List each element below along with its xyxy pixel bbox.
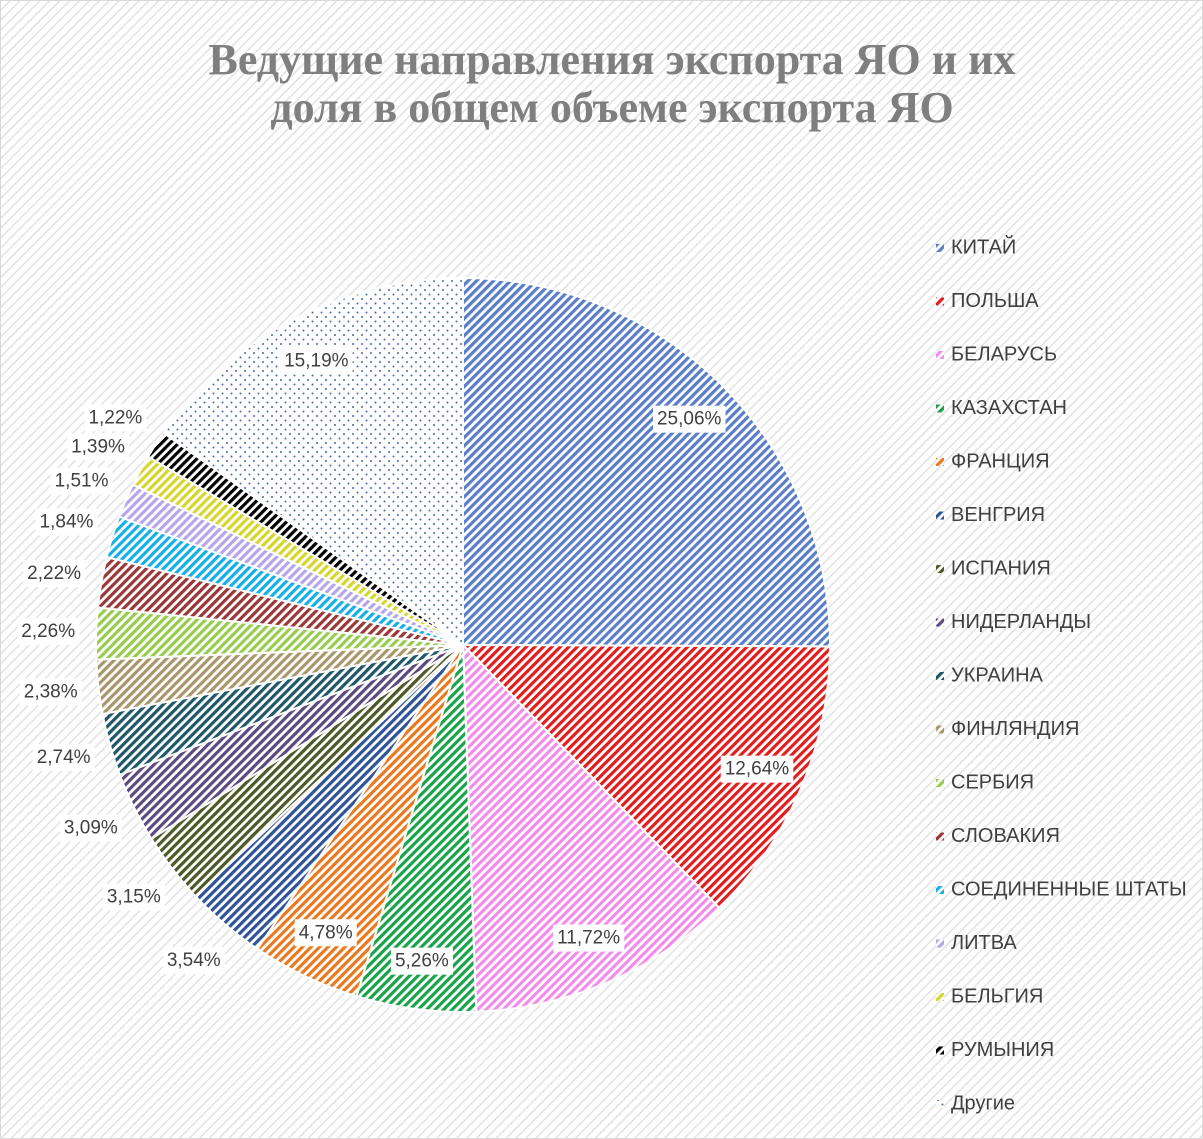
data-label: 1,84% xyxy=(40,512,94,533)
legend-label: КИТАЙ xyxy=(951,234,1016,258)
data-label-group: 1,22% xyxy=(84,404,147,432)
legend-marker xyxy=(936,565,944,573)
legend-marker xyxy=(936,672,944,680)
data-label-bg xyxy=(162,946,225,974)
legend-label: ИСПАНИЯ xyxy=(951,557,1051,579)
legend-marker xyxy=(936,779,944,787)
legend-label: УКРАИНА xyxy=(951,664,1044,686)
legend-label: СОЕДИНЕННЫЕ ШТАТЫ xyxy=(951,878,1187,900)
data-label-bg xyxy=(280,347,353,375)
pie-slice xyxy=(461,642,721,1013)
legend-label: СЕРБИЯ xyxy=(951,771,1034,793)
legend-marker xyxy=(936,993,944,1001)
legend-marker xyxy=(936,832,944,841)
data-label: 12,64% xyxy=(725,759,790,780)
pie-slice xyxy=(460,643,832,910)
data-label-bg xyxy=(50,467,113,495)
legend-label: РУМЫНИЯ xyxy=(951,1039,1054,1061)
legend-label: НИДЕРЛАНДЫ xyxy=(951,611,1091,633)
legend-label: ВЕНГРИЯ xyxy=(951,504,1045,526)
data-label: 1,51% xyxy=(55,471,109,492)
data-label-bg xyxy=(652,405,726,433)
data-label-group: 3,15% xyxy=(102,883,165,911)
data-label-bg xyxy=(720,755,794,783)
data-label: 2,74% xyxy=(37,747,91,768)
legend-marker xyxy=(936,939,944,948)
chart-title-line: доля в общем объеме экспорта ЯО xyxy=(270,83,953,132)
legend-label: БЕЛАРУСЬ xyxy=(951,343,1057,365)
data-label-group: 3,54% xyxy=(162,946,225,974)
data-label: 3,09% xyxy=(64,818,118,839)
data-label-bg xyxy=(390,947,453,975)
chart-title: Ведущие направления экспорта ЯО и их xyxy=(209,35,1016,84)
data-label-bg xyxy=(67,433,130,461)
legend-marker xyxy=(936,404,944,413)
data-label-group: 3,09% xyxy=(59,814,122,842)
data-label-group: 12,64% xyxy=(720,755,794,783)
data-label-group: 2,26% xyxy=(17,618,80,646)
data-label-bg xyxy=(17,618,80,646)
data-label-bg xyxy=(102,883,165,911)
legend-marker xyxy=(936,511,944,520)
legend-label: СЛОВАКИЯ xyxy=(951,825,1060,847)
data-label: 4,78% xyxy=(299,922,353,943)
data-label-group: 25,06% xyxy=(652,405,726,433)
data-label-group: 2,74% xyxy=(32,743,95,771)
legend-label: БЕЛЬГИЯ xyxy=(951,985,1043,1007)
data-label: 2,26% xyxy=(21,621,75,642)
data-label-bg xyxy=(35,508,98,536)
legend-label: КАЗАХСТАН xyxy=(951,397,1067,419)
data-label-bg xyxy=(32,743,95,771)
legend-marker xyxy=(936,351,944,359)
legend-marker xyxy=(936,244,944,252)
data-label: 3,15% xyxy=(107,887,161,908)
data-label-bg xyxy=(59,814,122,842)
data-label-group: 2,22% xyxy=(23,559,86,587)
legend-label: ПОЛЬША xyxy=(951,290,1039,312)
pie-slice xyxy=(162,276,464,647)
data-label-bg xyxy=(23,559,86,587)
data-label: 2,22% xyxy=(27,563,81,584)
legend-marker xyxy=(936,725,944,734)
data-label: 1,39% xyxy=(71,437,125,458)
data-label: 5,26% xyxy=(395,951,449,972)
legend-marker xyxy=(936,618,944,627)
data-label: 15,19% xyxy=(284,350,349,371)
data-label: 25,06% xyxy=(657,409,722,430)
data-label-group: 2,38% xyxy=(19,678,82,706)
data-label-group: 5,26% xyxy=(390,947,453,975)
data-label-group: 11,72% xyxy=(553,924,625,952)
legend-marker xyxy=(936,1046,944,1055)
data-label-group: 4,78% xyxy=(294,919,357,947)
legend-label: ФРАНЦИЯ xyxy=(951,450,1050,472)
legend-marker xyxy=(936,886,944,894)
legend-marker xyxy=(936,297,944,306)
pie-slice xyxy=(462,276,831,648)
data-label-group: 15,19% xyxy=(280,347,353,375)
data-label-group: 1,84% xyxy=(35,508,98,536)
legend-marker xyxy=(936,458,944,466)
data-label: 3,54% xyxy=(167,950,221,971)
legend-label: Другие xyxy=(951,1092,1015,1114)
data-label: 11,72% xyxy=(557,928,620,949)
data-label-bg xyxy=(553,924,625,952)
legend-label: ФИНЛЯНДИЯ xyxy=(951,718,1079,740)
data-label-bg xyxy=(294,919,357,947)
legend-label: ЛИТВА xyxy=(951,932,1017,954)
legend-marker xyxy=(936,1100,944,1108)
data-label-group: 1,39% xyxy=(67,433,130,461)
data-label: 1,22% xyxy=(88,407,142,428)
data-label-bg xyxy=(84,404,147,432)
data-label-group: 1,51% xyxy=(50,467,113,495)
data-label-bg xyxy=(19,678,82,706)
data-label: 2,38% xyxy=(24,681,78,702)
